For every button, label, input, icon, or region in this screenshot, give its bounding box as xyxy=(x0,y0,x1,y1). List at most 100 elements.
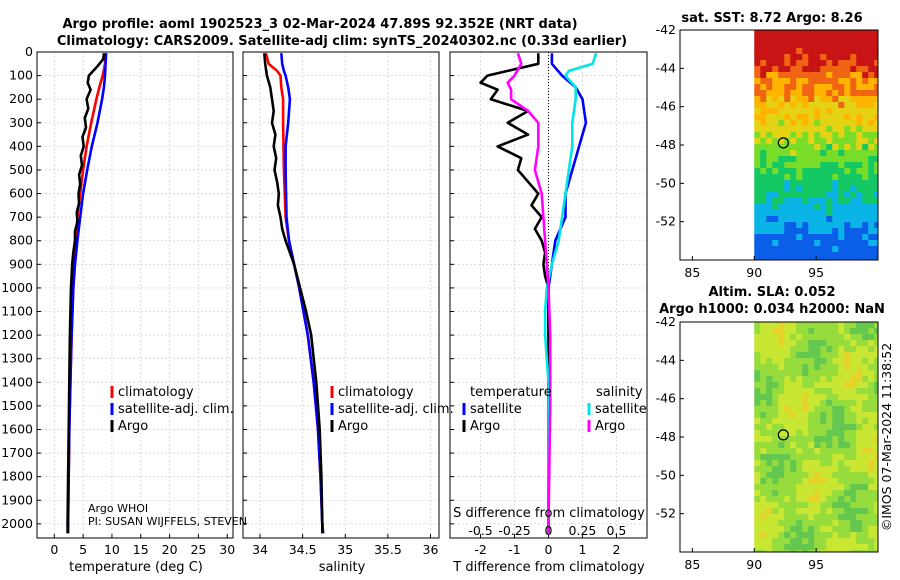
y-tick-label: 2000 xyxy=(1,516,33,531)
sla-map: 85 90 95 -52 -50 -48 -46 -44 -42 xyxy=(656,314,879,572)
map-y-tick-label: -46 xyxy=(656,391,676,406)
timestamp: ©IMOS 07-Mar-2024 11:38:52 xyxy=(879,343,894,531)
series-line-satellite-adj-clim- xyxy=(66,53,108,534)
difference-xlabel: T difference from climatology xyxy=(452,560,645,575)
temperature-legend: climatology satellite-adj. clim. Argo xyxy=(110,385,234,434)
y-tick-label: 100 xyxy=(9,68,33,83)
y-tick-label: 800 xyxy=(9,233,33,248)
y-tick-label: 400 xyxy=(9,138,33,153)
legend-header-salinity: salinity xyxy=(596,385,643,400)
x-tick-label: 30 xyxy=(219,542,235,557)
y-tick-label: 500 xyxy=(9,162,33,177)
sla-field xyxy=(754,322,878,552)
map-y-tick-label: -42 xyxy=(656,314,676,329)
y-tick-label: 0 xyxy=(25,44,33,59)
s-difference-axis-label: S difference from climatology xyxy=(453,506,645,521)
sst-field xyxy=(754,30,878,260)
legend-label-s-argo: Argo xyxy=(595,419,625,434)
sla-map-title-line2: Argo h1000: 0.034 h2000: NaN xyxy=(659,302,885,317)
sst-map-title: sat. SST: 8.72 Argo: 8.26 xyxy=(681,11,862,26)
series-line-satellite-adj-clim- xyxy=(280,53,325,534)
series-line-climatology xyxy=(264,52,325,534)
legend-label-satellite: satellite-adj. clim. xyxy=(338,402,454,417)
x-tick-label: 35 xyxy=(337,542,353,557)
legend-label-climatology: climatology xyxy=(338,385,414,400)
series-line-salinity-satellite xyxy=(543,52,598,534)
legend-label-s-satellite: satellite xyxy=(595,402,647,417)
map-y-tick-label: -48 xyxy=(656,429,676,444)
y-tick-label: 1300 xyxy=(1,351,33,366)
x-tick-label: -2 xyxy=(474,542,486,557)
legend-label-argo: Argo xyxy=(118,419,148,434)
series-line-salinity-argo xyxy=(506,52,552,534)
x-tick-label: 34.5 xyxy=(289,542,317,557)
map-x-tick-label: 90 xyxy=(746,265,762,280)
s-difference-tick-label: 0.25 xyxy=(569,523,597,538)
y-tick-label: 300 xyxy=(9,115,33,130)
y-tick-label: 1700 xyxy=(1,445,33,460)
x-tick-label: 35.5 xyxy=(374,542,402,557)
x-tick-label: 10 xyxy=(104,542,120,557)
x-tick-label: 5 xyxy=(79,542,87,557)
s-difference-tick-label: -0.25 xyxy=(498,523,530,538)
sst-map: 85 90 95 -52 -50 -48 -46 -44 -42 xyxy=(656,22,879,280)
y-tick-label: 1200 xyxy=(1,327,33,342)
series-line-argo xyxy=(263,53,324,534)
profile-location-marker xyxy=(777,137,789,149)
x-tick-label: 20 xyxy=(162,542,178,557)
x-tick-label: -1 xyxy=(508,542,520,557)
map-x-tick-label: 85 xyxy=(684,265,700,280)
map-x-tick-label: 85 xyxy=(684,557,700,572)
series-line-argo xyxy=(66,53,106,534)
map-y-tick-label: -44 xyxy=(656,352,676,367)
s-difference-tick-label: 0 xyxy=(545,523,553,538)
map-y-tick-label: -52 xyxy=(656,506,676,521)
x-tick-label: 25 xyxy=(190,542,206,557)
figure-title-line2: Climatology: CARS2009. Satellite-adj cli… xyxy=(57,34,627,49)
y-tick-label: 900 xyxy=(9,256,33,271)
map-y-tick-label: -44 xyxy=(656,60,676,75)
argo-note-line2: PI: SUSAN WIJFFELS, STEVEN xyxy=(88,515,247,528)
salinity-panel: 34 34.5 35 35.5 36 xyxy=(242,51,440,557)
y-tick-label: 1000 xyxy=(1,280,33,295)
map-y-tick-label: -50 xyxy=(656,175,676,190)
map-y-tick-label: -46 xyxy=(656,99,676,114)
map-y-tick-label: -48 xyxy=(656,137,676,152)
s-difference-tick-label: 0.5 xyxy=(606,523,626,538)
difference-legend: temperature salinity satellite Argo sate… xyxy=(462,385,647,434)
s-difference-tick-label: -0.5 xyxy=(468,523,492,538)
map-y-tick-label: -42 xyxy=(656,22,676,37)
plot-frame xyxy=(36,51,234,539)
series-line-temperature-satellite xyxy=(547,53,588,534)
y-tick-label: 1100 xyxy=(1,304,33,319)
map-y-tick-label: -52 xyxy=(656,214,676,229)
y-tick-label: 1500 xyxy=(1,398,33,413)
x-tick-label: 1 xyxy=(578,542,586,557)
map-x-tick-label: 95 xyxy=(808,265,824,280)
y-tick-label: 1900 xyxy=(1,492,33,507)
plot-frame xyxy=(242,51,440,539)
x-tick-label: 0 xyxy=(545,542,553,557)
figure-title-line1: Argo profile: aoml 1902523_3 02-Mar-2024… xyxy=(62,17,577,32)
x-tick-label: 2 xyxy=(612,542,620,557)
argo-note-line1: Argo WHOI xyxy=(88,502,148,515)
temperature-xlabel: temperature (deg C) xyxy=(69,560,203,575)
y-tick-label: 700 xyxy=(9,209,33,224)
legend-label-t-satellite: satellite xyxy=(470,402,522,417)
difference-panel: -2 -1 0 1 2 -0.5 -0.25 0 0.25 0.5 xyxy=(449,51,648,557)
map-x-tick-label: 95 xyxy=(808,557,824,572)
y-tick-label: 1400 xyxy=(1,374,33,389)
y-tick-label: 1800 xyxy=(1,469,33,484)
legend-label-t-argo: Argo xyxy=(470,419,500,434)
map-y-tick-label: -50 xyxy=(656,467,676,482)
x-tick-label: 15 xyxy=(133,542,149,557)
x-tick-label: 0 xyxy=(50,542,58,557)
sla-map-title-line1: Altim. SLA: 0.052 xyxy=(709,285,836,300)
map-x-tick-label: 90 xyxy=(746,557,762,572)
legend-label-satellite: satellite-adj. clim. xyxy=(118,402,234,417)
y-tick-label: 1600 xyxy=(1,421,33,436)
legend-label-argo: Argo xyxy=(338,419,368,434)
legend-label-climatology: climatology xyxy=(118,385,194,400)
y-tick-label: 200 xyxy=(9,91,33,106)
